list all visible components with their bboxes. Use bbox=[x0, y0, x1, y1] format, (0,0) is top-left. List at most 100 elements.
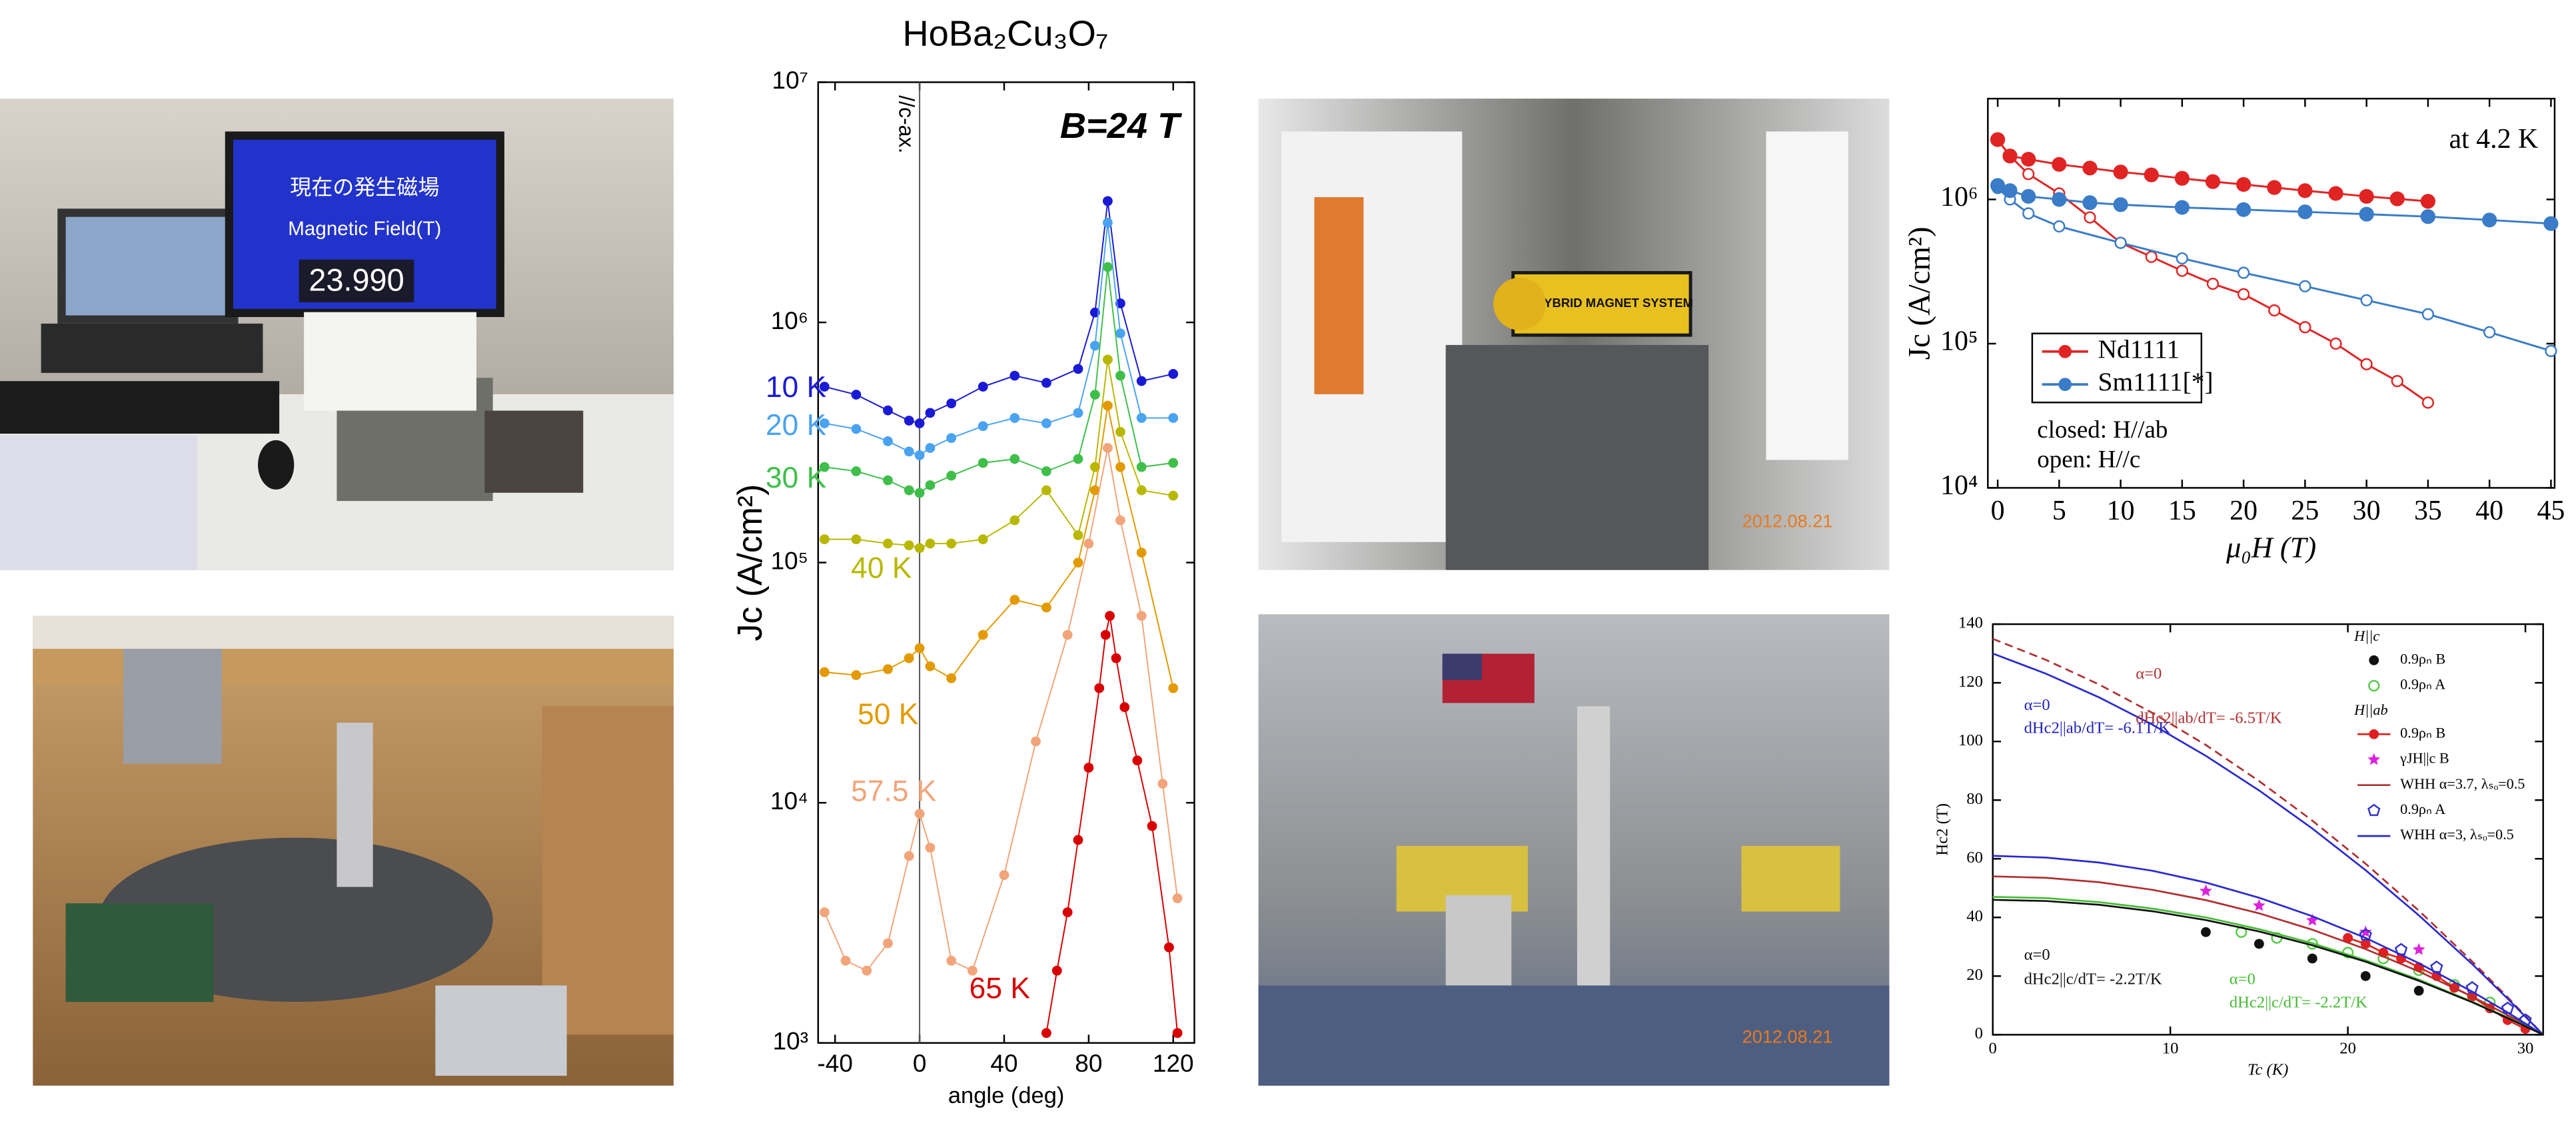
x-axis-label: Tc (K) bbox=[2248, 1060, 2288, 1078]
y-tick-label: 60 bbox=[1966, 849, 1983, 867]
open-point bbox=[2268, 304, 2281, 317]
open-point bbox=[2483, 326, 2496, 338]
display-board bbox=[1741, 845, 1840, 912]
data-point bbox=[904, 851, 914, 861]
annotation: dHc2||ab/dT= -6.5T/K bbox=[2136, 709, 2282, 727]
closed-point bbox=[2021, 151, 2036, 167]
data-point bbox=[1041, 378, 1051, 388]
data-point bbox=[1041, 1028, 1051, 1038]
open-point bbox=[2176, 252, 2188, 265]
photo-lab-desk: 現在の発生磁場 Magnetic Field(T) 23.990 bbox=[0, 99, 674, 570]
screen-label: Magnetic Field(T) bbox=[288, 218, 441, 240]
data-point bbox=[914, 418, 925, 428]
data-point bbox=[2252, 899, 2265, 911]
y-tick-label: 10³ bbox=[773, 1028, 808, 1055]
closed-point bbox=[2052, 192, 2067, 207]
laptop-display bbox=[65, 216, 231, 316]
data-point bbox=[1103, 262, 1113, 272]
data-point bbox=[977, 421, 988, 432]
date-stamp: 2012.08.21 bbox=[1742, 510, 1833, 531]
data-point bbox=[925, 443, 936, 453]
annotation: at 4.2 K bbox=[2449, 124, 2538, 155]
data-point bbox=[2519, 1013, 2532, 1026]
y-tick-label: 10⁵ bbox=[1940, 326, 1978, 357]
closed-point bbox=[2359, 189, 2374, 204]
series-line bbox=[824, 222, 1173, 456]
data-point bbox=[2412, 943, 2425, 955]
data-point bbox=[862, 965, 872, 976]
data-point bbox=[999, 870, 1009, 881]
data-point bbox=[851, 534, 862, 545]
legend-marker bbox=[2058, 378, 2072, 391]
legend-marker bbox=[2367, 753, 2381, 765]
open-point bbox=[2237, 266, 2250, 279]
open-point bbox=[2545, 344, 2557, 357]
closed-point bbox=[2021, 189, 2036, 204]
closed-point bbox=[2359, 206, 2374, 222]
data-point bbox=[819, 907, 830, 917]
data-point bbox=[914, 643, 925, 653]
series-line bbox=[824, 359, 1173, 549]
data-point bbox=[1172, 893, 1183, 904]
series-line bbox=[1992, 855, 2544, 1036]
closed-point bbox=[2543, 216, 2559, 231]
closed-point bbox=[2236, 202, 2252, 217]
y-axis-label: Hc2 (T) bbox=[1933, 803, 1951, 856]
data-point bbox=[1168, 683, 1179, 693]
closed-point bbox=[2082, 195, 2098, 210]
data-point bbox=[1115, 427, 1125, 437]
data-point bbox=[2360, 970, 2371, 981]
data-point bbox=[1073, 835, 1083, 845]
x-tick-label: 20 bbox=[2339, 1039, 2356, 1057]
legend-label: 0.9ρₙ A bbox=[2400, 801, 2445, 817]
open-point bbox=[2421, 308, 2435, 320]
x-tick-label: 80 bbox=[1075, 1050, 1102, 1077]
notes bbox=[304, 312, 477, 411]
x-tick-label: 40 bbox=[2475, 496, 2503, 526]
data-point bbox=[977, 458, 988, 468]
scaffold bbox=[1577, 706, 1610, 986]
data-point bbox=[904, 416, 914, 426]
data-point bbox=[1111, 653, 1121, 663]
series-label: 20 K bbox=[766, 409, 827, 442]
data-point bbox=[819, 667, 830, 677]
data-point bbox=[1136, 413, 1147, 423]
data-point bbox=[925, 408, 936, 418]
closed-point bbox=[2205, 174, 2221, 189]
data-point bbox=[1115, 298, 1125, 308]
data-point bbox=[1168, 458, 1179, 468]
chart-title: HoBa₂Cu₃O₇ bbox=[902, 14, 1108, 54]
data-point bbox=[1094, 683, 1105, 693]
fence-right bbox=[542, 706, 674, 1035]
data-point bbox=[1009, 595, 1020, 605]
data-point bbox=[1009, 370, 1020, 381]
series-label: 57.5 K bbox=[851, 775, 937, 808]
x-tick-label: 40 bbox=[990, 1050, 1017, 1077]
plot-frame bbox=[1987, 97, 2556, 489]
photo-cryostat-room bbox=[33, 615, 674, 1086]
photo-magnet-hall: 2012.08.21 bbox=[1258, 614, 1890, 1086]
data-point bbox=[1089, 307, 1100, 318]
light-panel bbox=[1766, 131, 1848, 460]
data-point bbox=[883, 538, 893, 549]
y-tick-label: 20 bbox=[1966, 966, 1983, 984]
data-point bbox=[977, 629, 988, 640]
open-point bbox=[2145, 250, 2158, 263]
series-line bbox=[1045, 615, 1179, 1034]
data-point bbox=[2359, 928, 2372, 941]
x-tick-label: 0 bbox=[1991, 496, 2005, 526]
closed-point bbox=[1990, 132, 2006, 147]
photo-hybrid-magnet: 45T HYBRID MAGNET SYSTEM 2012.08.21 bbox=[1258, 99, 1890, 570]
series-line bbox=[1996, 139, 2429, 404]
annotation: α=0 bbox=[2024, 946, 2050, 964]
data-point bbox=[925, 538, 936, 549]
annotation: //c-ax. bbox=[894, 95, 918, 153]
data-point bbox=[914, 809, 925, 819]
data-point bbox=[1136, 548, 1147, 558]
closed-point bbox=[2144, 167, 2159, 183]
legend-marker bbox=[2368, 679, 2380, 692]
legend-label: Nd1111 bbox=[2098, 334, 2180, 364]
series-line bbox=[1992, 896, 2544, 1036]
legend-group-title: H||c bbox=[2353, 627, 2379, 644]
